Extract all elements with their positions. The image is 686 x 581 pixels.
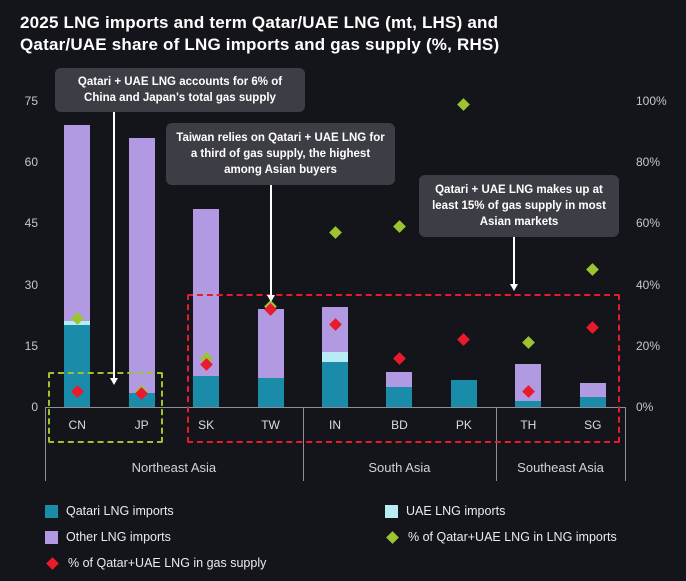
bar-TW-other [257, 309, 284, 379]
y-left-tick-0: 0 [31, 400, 38, 414]
group-label-southeast-asia: Southeast Asia [517, 460, 604, 475]
y-right-tick-20: 20% [636, 338, 661, 353]
annotation-arrow-head-2 [267, 295, 275, 302]
group-separator-3 [625, 407, 626, 481]
diamond-green-IN [328, 226, 342, 239]
legend-label-red: % of Qatar+UAE LNG in gas supply [68, 556, 267, 570]
bar-TW-qatari [257, 378, 284, 407]
legend-label-other: Other LNG imports [66, 530, 171, 544]
x-label-TH: TH [520, 418, 537, 432]
legend-diamond-swatch-red [46, 556, 59, 570]
bar-BD-qatari [386, 386, 413, 407]
annotation-arrow-head-3 [510, 284, 518, 291]
bar-BD-other [386, 372, 413, 387]
x-label-TW: TW [261, 418, 280, 432]
legend-item-qatari: Qatari LNG imports [45, 504, 174, 518]
chart-title-line1: 2025 LNG imports and term Qatar/UAE LNG … [20, 13, 499, 32]
group-separator-1 [302, 407, 304, 481]
y-right-tick-0: 0% [636, 400, 654, 414]
legend-square-swatch-other [45, 530, 58, 544]
bar-SG-qatari [579, 396, 606, 407]
annotation-arrow-head-1 [110, 378, 118, 385]
chart-title: 2025 LNG imports and term Qatar/UAE LNG … [20, 12, 499, 57]
y-left-tick-15: 15 [24, 338, 38, 353]
x-label-SK: SK [198, 418, 215, 432]
bar-CN-other [64, 125, 91, 322]
bar-IN-qatari [322, 362, 348, 407]
legend-item-red: % of Qatar+UAE LNG in gas supply [45, 556, 266, 570]
annotation-box-1: Qatari + UAE LNG accounts for 6% of Chin… [55, 68, 305, 112]
legend-square-swatch-qatari [45, 504, 58, 518]
x-label-SG: SG [584, 418, 602, 432]
bar-JP-qatari [128, 392, 155, 407]
x-axis-line [45, 407, 625, 408]
annotation-arrow-line-3 [513, 237, 515, 284]
y-right-tick-100: 100% [636, 94, 667, 108]
bar-JP-other [128, 137, 155, 393]
bar-PK-qatari [450, 380, 477, 407]
group-separator-0 [45, 407, 46, 481]
bar-SG-other [579, 382, 606, 397]
annotation-box-2: Taiwan relies on Qatari + UAE LNG for a … [166, 123, 395, 185]
annotation-arrow-line-2 [270, 185, 272, 295]
legend-diamond-swatch-green [386, 530, 399, 544]
group-separator-2 [496, 407, 498, 481]
y-right-tick-40: 40% [636, 277, 661, 292]
group-label-south-asia: South Asia [368, 460, 431, 475]
legend-item-other: Other LNG imports [45, 530, 171, 544]
annotation-arrow-line-1 [113, 112, 115, 378]
diamond-green-SG [586, 262, 600, 276]
legend-label-uae: UAE LNG imports [406, 504, 506, 518]
legend-label-qatari: Qatari LNG imports [66, 504, 174, 518]
legend-label-green: % of Qatar+UAE LNG in LNG imports [408, 530, 617, 544]
group-label-northeast-asia: Northeast Asia [131, 460, 217, 475]
legend-square-swatch-uae [385, 504, 398, 518]
y-right-tick-60: 60% [636, 216, 661, 231]
annotation-box-3: Qatari + UAE LNG makes up at least 15% o… [419, 175, 619, 237]
x-label-CN: CN [68, 418, 86, 432]
diamond-green-PK [457, 97, 471, 111]
bar-TH-qatari [515, 400, 542, 407]
y-left-tick-30: 30 [24, 277, 38, 292]
legend-item-green: % of Qatar+UAE LNG in LNG imports [385, 530, 617, 544]
bar-IN-uae [322, 351, 348, 363]
y-left-tick-60: 60 [24, 155, 38, 170]
x-label-IN: IN [329, 418, 341, 432]
diamond-green-BD [393, 220, 406, 233]
y-left-tick-45: 45 [24, 216, 38, 231]
chart-title-line2: Qatar/UAE share of LNG imports and gas s… [20, 35, 500, 55]
bar-SK-qatari [193, 376, 220, 407]
x-label-PK: PK [455, 418, 472, 432]
highlight-box-cn-jp [48, 372, 163, 443]
highlight-box-asian-markets [187, 294, 620, 443]
bar-SK-other [193, 209, 220, 377]
x-label-BD: BD [391, 418, 408, 432]
legend-item-uae: UAE LNG imports [385, 504, 505, 518]
y-left-tick-75: 75 [24, 94, 38, 108]
x-label-JP: JP [134, 418, 149, 432]
y-right-tick-80: 80% [636, 155, 661, 170]
